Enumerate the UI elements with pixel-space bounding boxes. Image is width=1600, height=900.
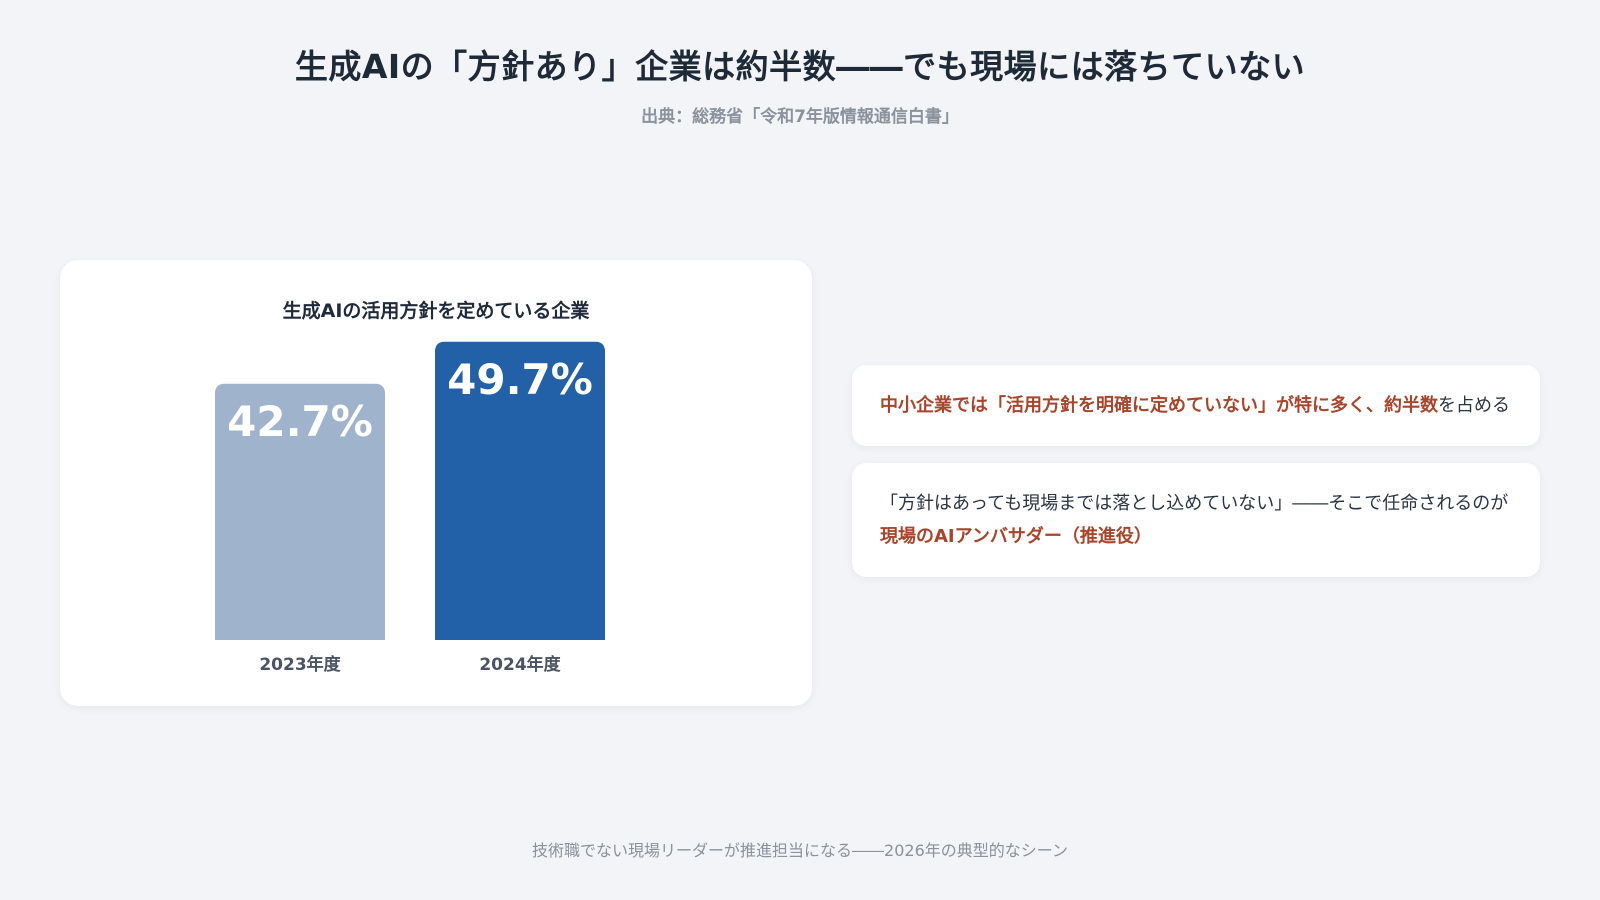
note-card-ambassador: 「方針はあっても現場までは落とし込めていない」――そこで任命されるのが現場のAI… bbox=[852, 463, 1540, 577]
footer-caption: 技術職でない現場リーダーが推進担当になる――2026年の典型的なシーン bbox=[532, 841, 1068, 860]
note-card-sme-policy: 中小企業では「活用方針を明確に定めていない」が特に多く、約半数を占める bbox=[852, 365, 1540, 446]
x-tick-label-1: 2023年度 bbox=[259, 654, 341, 675]
note-highlight: 現場のAIアンバサダー（推進役） bbox=[880, 526, 1152, 547]
bar-chart: 42.7% 2023年度 49.7% 2024年度 bbox=[215, 341, 605, 675]
header: 生成AIの「方針あり」企業は約半数――でも現場には落ちていない 出典：総務省「令… bbox=[0, 40, 1600, 127]
page-title: 生成AIの「方針あり」企業は約半数――でも現場には落ちていない bbox=[294, 47, 1306, 86]
note-text: 「方針はあっても現場までは落とし込めていない」――そこで任命されるのが bbox=[880, 493, 1509, 514]
note-text: を占める bbox=[1438, 395, 1510, 416]
bar-value-label-1: 42.7% bbox=[227, 397, 373, 446]
notes-panel: 中小企業では「活用方針を明確に定めていない」が特に多く、約半数を占める 「方針は… bbox=[852, 365, 1540, 594]
chart-title: 生成AIの活用方針を定めている企業 bbox=[282, 300, 590, 322]
x-tick-label-2: 2024年度 bbox=[479, 654, 561, 675]
bar-value-label-2: 49.7% bbox=[447, 355, 593, 404]
note-highlight: 中小企業では「活用方針を明確に定めていない」が特に多く、約半数 bbox=[880, 395, 1438, 416]
bar-2 bbox=[435, 341, 605, 640]
chart-card: 生成AIの活用方針を定めている企業 42.7% 2023年度 49.7% 2024年度 bbox=[60, 260, 812, 706]
bar-1 bbox=[215, 383, 385, 640]
source-citation: 出典：総務省「令和7年版情報通信白書」 bbox=[641, 107, 959, 127]
